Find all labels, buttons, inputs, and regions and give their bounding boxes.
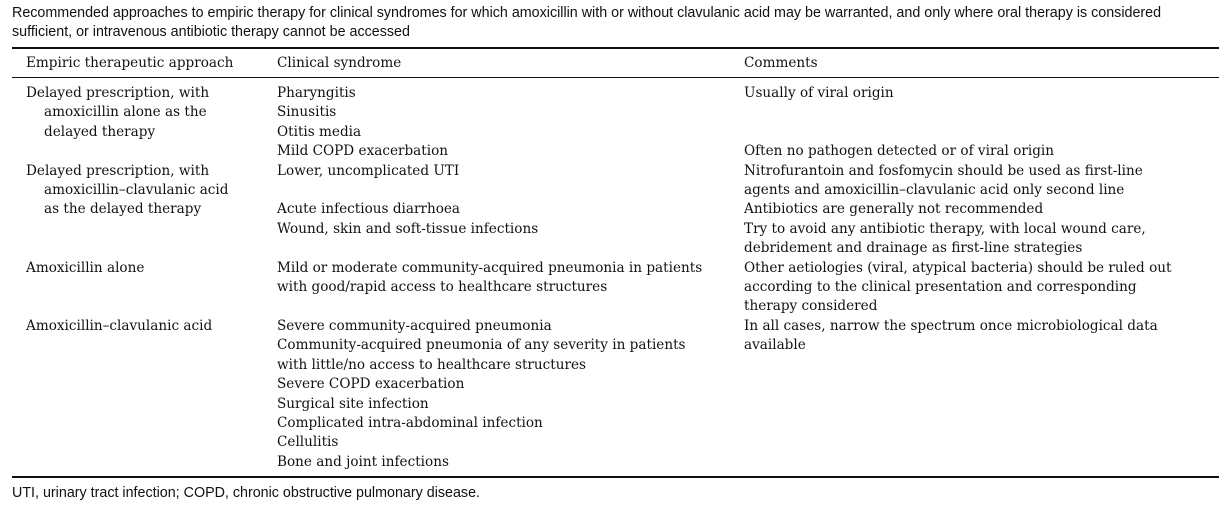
syndrome-line: Wound, skin and soft-tissue infections [277, 220, 539, 237]
approach-line: delayed therapy [44, 123, 156, 140]
syndrome-line: Mild COPD exacerbation [277, 143, 449, 160]
approach-line: amoxicillin alone as the [44, 104, 207, 121]
approach-line: Amoxicillin alone [26, 259, 145, 276]
header-approach: Empiric therapeutic approach [26, 55, 234, 71]
header-comments: Comments [744, 55, 818, 71]
syndrome-line: Pharyngitis [277, 85, 356, 101]
syndrome-line: Complicated intra-abdominal infection [277, 415, 543, 431]
syndrome-line: Severe COPD exacerbation [277, 376, 465, 393]
comment-line: Antibiotics are generally not recommende… [744, 201, 1044, 218]
syndrome-line: with good/rapid access to healthcare str… [277, 279, 608, 295]
syndrome-line: Otitis media [277, 123, 362, 140]
comment-line: agents and amoxicillin–clavulanic acid o… [744, 182, 1125, 198]
syndrome-line: Sinusitis [277, 104, 337, 121]
syndrome-line: Bone and joint infections [277, 453, 449, 470]
comment-line: Other aetiologies (viral, atypical bacte… [744, 259, 1172, 276]
comment-line: available [744, 337, 806, 354]
approach-line: amoxicillin–clavulanic acid [44, 182, 229, 198]
header-syndrome: Clinical syndrome [277, 55, 402, 71]
comment-line: Try to avoid any antibiotic therapy, wit… [744, 220, 1146, 237]
table-bottom-rule [12, 476, 1219, 478]
syndrome-line: Community-acquired pneumonia of any seve… [277, 337, 686, 354]
table-footnote: UTI, urinary tract infection; COPD, chro… [12, 485, 481, 501]
approach-line: Amoxicillin–clavulanic acid [26, 318, 213, 334]
syndrome-line: with little/no access to healthcare stru… [277, 356, 587, 373]
comment-line: Nitrofurantoin and fosfomycin should be … [744, 162, 1143, 179]
comment-line: therapy considered [744, 298, 878, 315]
table-top-rule [12, 47, 1219, 49]
approach-line: Delayed prescription, with [26, 85, 210, 101]
approach-line: as the delayed therapy [44, 201, 202, 218]
syndrome-line: Lower, uncomplicated UTI [277, 162, 460, 179]
comment-line: Often no pathogen detected or of viral o… [744, 143, 1055, 160]
comment-line: according to the clinical presentation a… [744, 279, 1137, 295]
syndrome-line: Mild or moderate community-acquired pneu… [277, 259, 703, 276]
approach-line: Delayed prescription, with [26, 162, 210, 179]
comment-line: debridement and drainage as first-line s… [744, 240, 1083, 257]
syndrome-line: Cellulitis [277, 434, 339, 451]
comment-line: Usually of viral origin [744, 85, 894, 101]
syndrome-line: Surgical site infection [277, 395, 429, 412]
header-rule [12, 77, 1219, 78]
comment-line: In all cases, narrow the spectrum once m… [744, 318, 1158, 334]
syndrome-line: Severe community-acquired pneumonia [277, 318, 552, 334]
table-caption: Recommended approaches to empiric therap… [12, 5, 1162, 40]
syndrome-line: Acute infectious diarrhoea [277, 201, 461, 218]
